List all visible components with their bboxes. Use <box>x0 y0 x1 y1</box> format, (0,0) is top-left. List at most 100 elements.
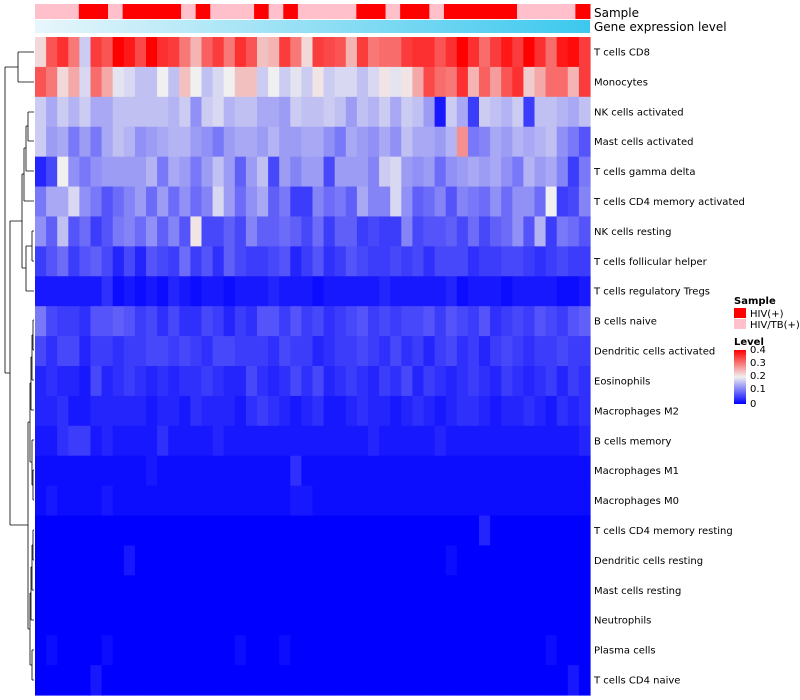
heatmap-cell <box>434 336 447 367</box>
heatmap-cell <box>212 126 225 158</box>
heatmap-cell <box>134 455 147 487</box>
heatmap-cell <box>79 126 92 158</box>
heatmap-cell <box>545 605 558 636</box>
heatmap-cell <box>257 66 269 98</box>
heatmap-cell <box>412 126 425 158</box>
heatmap-cell <box>423 216 436 247</box>
heatmap-cell <box>401 306 413 337</box>
heatmap-cell <box>390 425 402 457</box>
heatmap-cell <box>90 96 103 128</box>
heatmap-cell <box>445 37 458 68</box>
gene-expression-bar <box>35 20 590 33</box>
heatmap-cell <box>467 635 480 666</box>
heatmap-cell <box>35 96 47 128</box>
heatmap-cell <box>345 425 358 457</box>
heatmap-cell <box>46 186 58 218</box>
heatmap-cell <box>445 126 458 158</box>
heatmap-cell <box>35 156 47 188</box>
heatmap-cell <box>223 515 236 547</box>
heatmap-cell <box>445 306 458 337</box>
heatmap-cell <box>234 276 247 307</box>
heatmap-cell <box>523 485 536 517</box>
heatmap-cell <box>578 186 591 218</box>
heatmap-cell <box>578 425 591 457</box>
heatmap-cell <box>423 425 436 457</box>
heatmap-cell <box>190 545 203 576</box>
heatmap-cell <box>201 306 214 337</box>
heatmap-cell <box>456 425 469 457</box>
heatmap-cell <box>345 37 358 68</box>
heatmap-cell <box>301 246 314 277</box>
heatmap-cell <box>556 425 569 457</box>
heatmap-cell <box>490 246 502 277</box>
heatmap-cell <box>279 395 291 427</box>
row-label: Monocytes <box>594 77 648 88</box>
legend-label-hiv: HIV(+) <box>750 309 784 320</box>
heatmap-cell <box>212 515 225 547</box>
row-dendrogram <box>4 51 34 681</box>
heatmap-cell <box>412 246 425 277</box>
heatmap-cell <box>545 425 558 457</box>
heatmap-cell <box>279 485 291 517</box>
heatmap-cell <box>179 306 191 337</box>
heatmap-cell <box>257 545 269 576</box>
heatmap-cell <box>556 545 569 576</box>
row-label: Dendritic cells resting <box>594 556 703 567</box>
heatmap-cell <box>46 635 58 666</box>
heatmap-cell <box>35 276 47 307</box>
heatmap-cell <box>312 306 325 337</box>
heatmap-cell <box>556 515 569 547</box>
heatmap-cell <box>168 665 180 696</box>
heatmap-cell <box>379 216 391 247</box>
heatmap-cell <box>456 186 469 218</box>
sample-annotation-cell <box>443 4 518 19</box>
heatmap-cell <box>368 485 380 517</box>
heatmap-cell <box>512 156 524 188</box>
heatmap-cell <box>567 306 580 337</box>
heatmap-cell <box>301 336 314 367</box>
heatmap-cell <box>501 216 513 247</box>
heatmap-cell <box>57 545 69 576</box>
heatmap-cell <box>356 575 369 606</box>
row-label: T cells follicular helper <box>593 257 708 268</box>
heatmap-cell <box>423 336 436 367</box>
heatmap-cell <box>479 425 491 457</box>
heatmap-cell <box>434 96 447 128</box>
heatmap-cell <box>345 156 358 188</box>
heatmap-cell <box>179 635 191 666</box>
heatmap-cell <box>179 186 191 218</box>
row-labels: T cells CD8 Monocytes NK cells activated Ma… <box>593 48 745 687</box>
heatmap-cell <box>223 635 236 666</box>
heatmap-cell <box>490 306 502 337</box>
heatmap-cell <box>101 575 114 606</box>
heatmap-cell <box>534 485 547 517</box>
heatmap-cell <box>512 186 524 218</box>
heatmap-cell <box>112 66 125 98</box>
heatmap-cell <box>345 455 358 487</box>
row-label: Dendritic cells activated <box>594 347 715 358</box>
heatmap-cell <box>412 545 425 576</box>
heatmap-cell <box>379 575 391 606</box>
heatmap-cell <box>123 455 136 487</box>
heatmap-cell <box>245 545 258 576</box>
heatmap-cell <box>323 246 336 277</box>
heatmap-cell <box>390 575 402 606</box>
heatmap-cell <box>35 665 47 696</box>
heatmap-cell <box>57 276 69 307</box>
heatmap-cell <box>456 575 469 606</box>
heatmap-cell <box>268 455 280 487</box>
heatmap-cell <box>68 485 80 517</box>
heatmap-cell <box>423 37 436 68</box>
heatmap-cell <box>534 246 547 277</box>
heatmap-cell <box>257 515 269 547</box>
heatmap-cell <box>245 66 258 98</box>
heatmap-cell <box>556 306 569 337</box>
heatmap-cell <box>57 395 69 427</box>
heatmap-cell <box>301 306 314 337</box>
heatmap-cell <box>412 605 425 636</box>
heatmap-cell <box>401 485 413 517</box>
heatmap-cell <box>467 66 480 98</box>
heatmap-cell <box>479 246 491 277</box>
heatmap-cell <box>456 485 469 517</box>
heatmap-cell <box>356 395 369 427</box>
